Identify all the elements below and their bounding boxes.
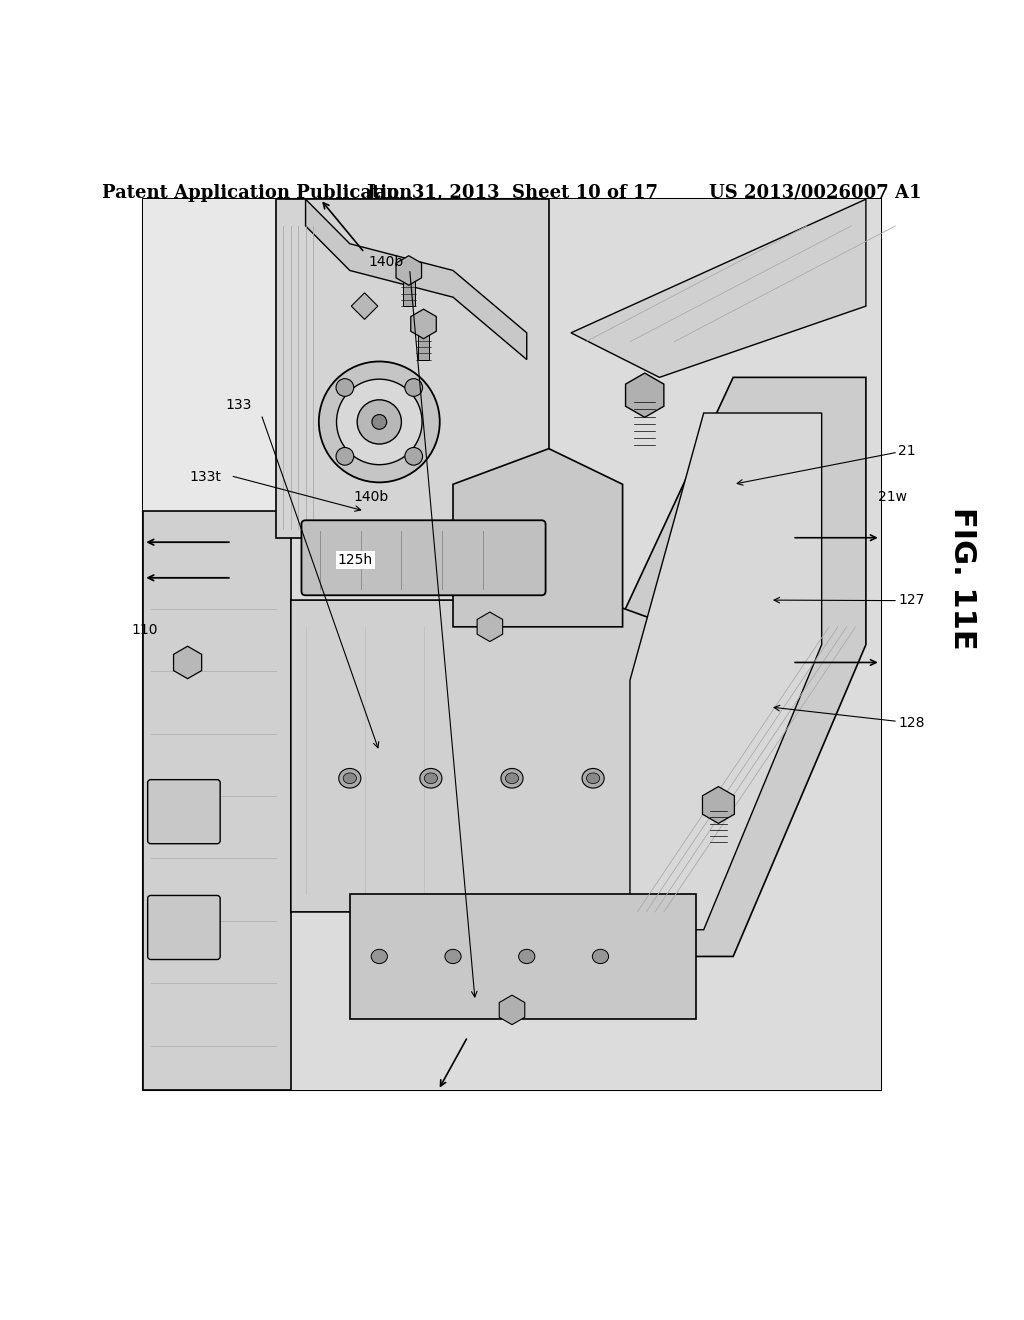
Ellipse shape	[444, 949, 461, 964]
Polygon shape	[305, 199, 526, 359]
Text: FIG. 11E: FIG. 11E	[948, 507, 977, 649]
Circle shape	[404, 447, 423, 465]
Text: 127: 127	[898, 593, 925, 607]
Polygon shape	[143, 199, 881, 1090]
Polygon shape	[571, 199, 866, 378]
Ellipse shape	[518, 949, 535, 964]
Ellipse shape	[501, 768, 523, 788]
Ellipse shape	[587, 774, 600, 784]
Text: 128: 128	[898, 715, 925, 730]
Text: 133t: 133t	[189, 470, 221, 484]
Text: 140b: 140b	[353, 490, 388, 504]
Polygon shape	[143, 511, 291, 1090]
Circle shape	[318, 362, 439, 482]
Text: Patent Application Publication: Patent Application Publication	[102, 183, 413, 202]
Ellipse shape	[506, 774, 518, 784]
Circle shape	[372, 414, 387, 429]
Polygon shape	[291, 601, 674, 912]
Text: Jan. 31, 2013  Sheet 10 of 17: Jan. 31, 2013 Sheet 10 of 17	[366, 183, 658, 202]
FancyBboxPatch shape	[147, 780, 220, 843]
Text: 125h: 125h	[338, 553, 373, 566]
FancyBboxPatch shape	[301, 520, 546, 595]
Circle shape	[336, 447, 353, 465]
Polygon shape	[276, 199, 881, 1090]
Text: 133: 133	[225, 399, 252, 412]
Ellipse shape	[582, 768, 604, 788]
Circle shape	[357, 400, 401, 444]
Ellipse shape	[371, 949, 387, 964]
Text: 21w: 21w	[878, 490, 906, 504]
Ellipse shape	[339, 768, 360, 788]
Ellipse shape	[424, 774, 437, 784]
Ellipse shape	[592, 949, 608, 964]
Text: 21: 21	[898, 445, 915, 458]
Text: 140b: 140b	[369, 255, 403, 269]
Polygon shape	[350, 894, 696, 1019]
FancyBboxPatch shape	[147, 895, 220, 960]
Text: US 2013/0026007 A1: US 2013/0026007 A1	[709, 183, 922, 202]
Bar	[143, 199, 881, 1090]
Text: 110: 110	[131, 623, 158, 638]
Circle shape	[337, 379, 422, 465]
Polygon shape	[453, 449, 623, 627]
Circle shape	[336, 379, 353, 396]
Bar	[402, 277, 415, 306]
Ellipse shape	[343, 774, 356, 784]
Polygon shape	[276, 199, 549, 537]
Circle shape	[404, 379, 423, 396]
Polygon shape	[600, 378, 866, 957]
Bar	[418, 331, 429, 359]
Ellipse shape	[420, 768, 442, 788]
Polygon shape	[630, 413, 821, 929]
